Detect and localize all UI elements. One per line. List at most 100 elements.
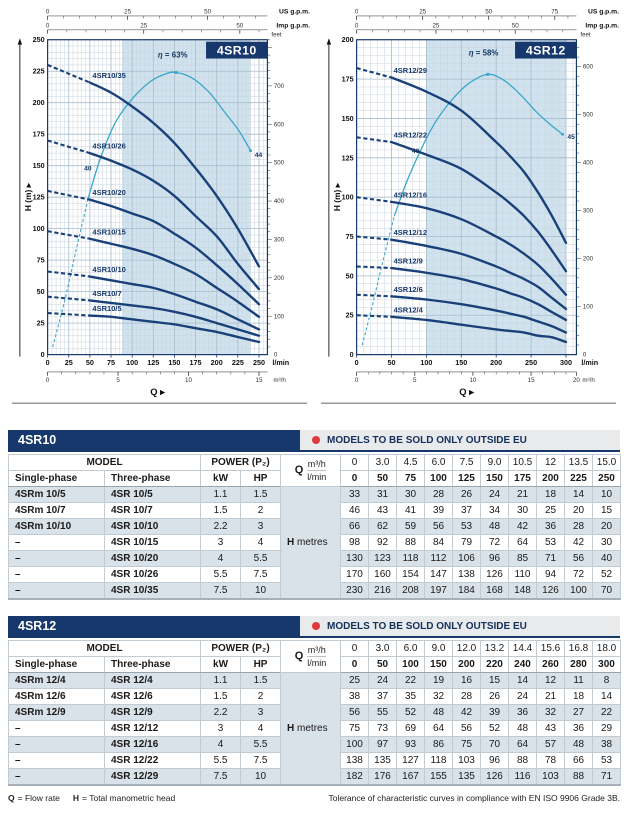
power-header: POWER (P₂) [200, 454, 282, 471]
q-lmin-value: 0 [340, 470, 370, 487]
svg-text:4SR10/20: 4SR10/20 [92, 188, 125, 197]
cell-hp: 2 [240, 502, 282, 519]
q-m3h-value: 18.0 [592, 640, 622, 657]
svg-text:300: 300 [274, 237, 285, 244]
cell-head-m: 88 [396, 534, 426, 551]
q-m3h-value: 12 [536, 454, 566, 471]
cell-head-m: 32 [536, 704, 566, 721]
cell-head-m: 69 [396, 720, 426, 737]
single-phase-header: Single-phase [8, 470, 105, 487]
three-phase-header: Three-phase [103, 656, 202, 673]
cell-head-m: 208 [396, 582, 426, 600]
cell-head-m: 43 [368, 502, 398, 519]
legend: Q = Flow rate H = Total manometric head [8, 793, 178, 803]
cell-head-m: 103 [452, 752, 482, 769]
svg-text:500: 500 [583, 112, 594, 119]
cell-head-m: 24 [368, 672, 398, 689]
cell-head-m: 148 [508, 582, 538, 600]
cell-three-phase: 4SR 10/5 [103, 486, 202, 503]
svg-text:4SR12/9: 4SR12/9 [394, 257, 423, 266]
q-m3h-value: 4.5 [396, 454, 426, 471]
cell-head-m: 155 [424, 768, 454, 786]
cell-three-phase: 4SR 10/26 [103, 566, 202, 583]
q-m3h-value: 0 [340, 640, 370, 657]
cell-head-m: 43 [536, 720, 566, 737]
svg-text:50: 50 [204, 8, 211, 15]
svg-text:600: 600 [274, 121, 285, 128]
svg-text:15: 15 [528, 377, 535, 384]
model-header: MODEL [7, 640, 202, 657]
svg-text:175: 175 [190, 358, 202, 367]
svg-text:75: 75 [107, 358, 115, 367]
cell-head-m: 126 [480, 566, 510, 583]
cell-head-m: 42 [564, 534, 594, 551]
table-header-bar-4sr10: 4SR10 MODELS TO BE SOLD ONLY OUTSIDE EU [8, 430, 620, 452]
cell-head-m: 88 [564, 768, 594, 786]
chart-4sr10: 0 25 50 US g.p.m. 0 25 50 Imp g.p.m. 0 100 200 300 4… [8, 4, 311, 424]
cell-head-m: 18 [564, 688, 594, 705]
q-lmin-value: 200 [536, 470, 566, 487]
cell-head-m: 22 [592, 704, 622, 721]
q-m3h-value: 13.5 [564, 454, 594, 471]
series-code-4sr10: 4SR10 [8, 430, 300, 450]
cell-head-m: 57 [536, 736, 566, 753]
cell-head-m: 14 [508, 672, 538, 689]
q-m3h-value: 12.0 [452, 640, 482, 657]
cell-head-m: 75 [452, 736, 482, 753]
kw-header: kW [200, 656, 242, 673]
cell-single-phase: – [8, 720, 105, 737]
cell-head-m: 14 [564, 486, 594, 503]
cell-head-m: 93 [396, 736, 426, 753]
cell-head-m: 110 [508, 566, 538, 583]
red-dot-icon [312, 436, 320, 444]
row-4sr-12/29: –4SR 12/29 7.5 10 182 176 167 155 135 126 116 103 8… [8, 768, 622, 786]
cell-head-m: 86 [424, 736, 454, 753]
cell-head-m: 38 [592, 736, 622, 753]
legend-h-key: H [72, 793, 80, 803]
cell-hp: 2 [240, 688, 282, 705]
svg-text:H (m) ▸: H (m) ▸ [332, 182, 342, 211]
cell-head-m: 84 [424, 534, 454, 551]
cell-head-m: 71 [592, 768, 622, 786]
svg-text:0: 0 [583, 352, 587, 359]
svg-text:4SR10: 4SR10 [217, 44, 257, 58]
svg-text:50: 50 [236, 22, 243, 29]
svg-text:100: 100 [583, 304, 594, 311]
cell-head-m: 56 [424, 518, 454, 535]
cell-head-m: 170 [340, 566, 370, 583]
svg-text:500: 500 [274, 160, 285, 167]
q-lmin-value: 225 [564, 470, 594, 487]
cell-head-m: 42 [508, 518, 538, 535]
cell-hp: 5.5 [240, 550, 282, 567]
cell-head-m: 88 [508, 752, 538, 769]
cell-head-m: 100 [564, 582, 594, 600]
q-m3h-value: 9.0 [424, 640, 454, 657]
cell-head-m: 167 [396, 768, 426, 786]
cell-kw: 1.1 [200, 672, 242, 689]
svg-text:100: 100 [420, 358, 432, 367]
cell-head-m: 66 [564, 752, 594, 769]
q-unit-lmin: l/min [307, 472, 327, 482]
svg-text:25: 25 [65, 358, 73, 367]
svg-text:5: 5 [116, 377, 120, 384]
svg-text:4SR12/16: 4SR12/16 [394, 190, 427, 199]
legend-q-text: = Flow rate [17, 793, 60, 803]
table-header-bar-4sr12: 4SR12 MODELS TO BE SOLD ONLY OUTSIDE EU [8, 616, 620, 638]
svg-text:200: 200 [274, 275, 285, 282]
cell-head-m: 118 [424, 752, 454, 769]
row-4sr-12/4: 4SRm 12/4 4SR 12/4 1.1 1.5 H metres 25 24 22 19 1… [8, 672, 622, 786]
row-4sr-10/35: –4SR 10/35 7.5 10 230 216 208 197 184 168 148 126 1… [8, 582, 622, 600]
cell-head-m: 21 [536, 688, 566, 705]
cell-three-phase: 4SR 12/16 [103, 736, 202, 753]
svg-text:25: 25 [419, 8, 426, 15]
spec-section-4sr10: 4SR10 MODELS TO BE SOLD ONLY OUTSIDE EU … [7, 430, 622, 600]
q-letter: Q [294, 650, 304, 662]
cell-head-m: 21 [508, 486, 538, 503]
cell-head-m: 96 [480, 550, 510, 567]
cell-hp: 4 [240, 720, 282, 737]
q-lmin-value: 50 [368, 656, 398, 673]
